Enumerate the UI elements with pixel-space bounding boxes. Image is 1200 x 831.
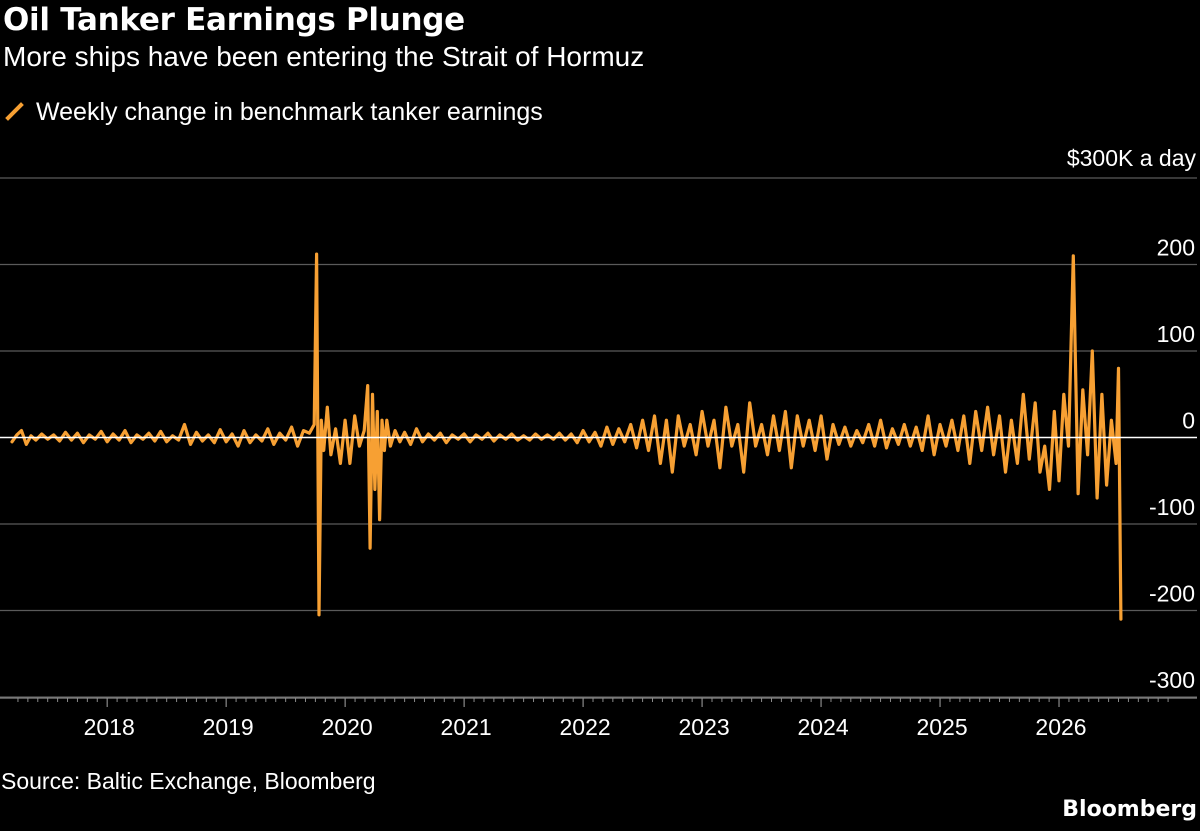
y-axis-unit-label: $300K a day <box>1066 145 1196 171</box>
x-tick-label: 2024 <box>797 714 848 740</box>
legend-swatch-icon <box>5 102 24 121</box>
x-tick-label: 2026 <box>1035 714 1086 740</box>
legend-label: Weekly change in benchmark tanker earnin… <box>36 97 543 126</box>
y-tick-label: -100 <box>1149 494 1195 520</box>
x-tick-label: 2025 <box>916 714 967 740</box>
legend: Weekly change in benchmark tanker earnin… <box>4 98 543 126</box>
y-tick-label: 100 <box>1157 321 1195 347</box>
chart-subtitle: More ships have been entering the Strait… <box>3 41 645 72</box>
y-tick-labels: 200 100 0 -100 -200 -300 <box>1149 235 1195 694</box>
y-tick-label: -200 <box>1149 581 1195 607</box>
y-tick-label: 200 <box>1157 235 1195 261</box>
x-tick-label: 2020 <box>322 714 373 740</box>
source-note: Source: Baltic Exchange, Bloomberg <box>1 768 376 794</box>
series-line <box>10 252 1123 621</box>
x-tick-label: 2018 <box>84 714 135 740</box>
chart-title: Oil Tanker Earnings Plunge <box>3 2 465 38</box>
y-tick-label: 0 <box>1182 408 1195 434</box>
legend-swatch-line <box>5 102 24 121</box>
x-tick-label: 2022 <box>560 714 611 740</box>
x-tick-label: 2021 <box>441 714 492 740</box>
x-tick-label: 2023 <box>678 714 729 740</box>
brand-logo: Bloomberg <box>1062 797 1197 822</box>
x-axis: 2018 2019 2020 2021 2022 2023 2024 2025 2026 <box>0 697 1197 740</box>
y-tick-label: -300 <box>1149 667 1195 693</box>
data-series <box>10 252 1123 621</box>
gridlines <box>0 177 1197 698</box>
x-tick-label: 2019 <box>203 714 254 740</box>
